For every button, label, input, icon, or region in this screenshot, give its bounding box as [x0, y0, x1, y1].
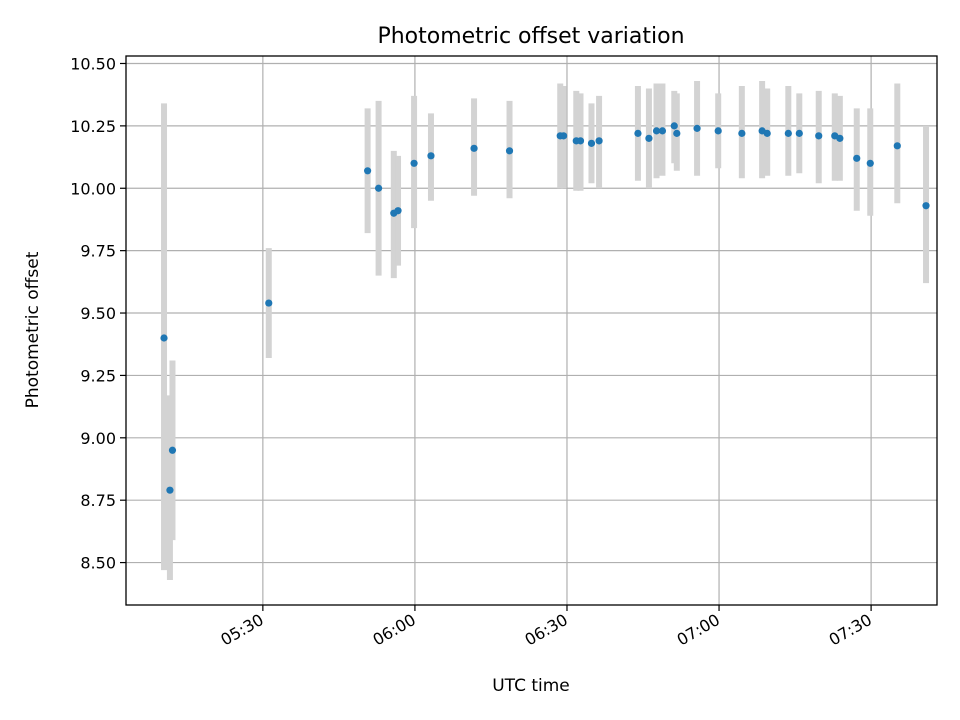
y-axis-label: Photometric offset — [23, 251, 43, 408]
data-point — [265, 299, 273, 307]
y-tick-label: 9.50 — [80, 304, 116, 323]
x-axis-label: UTC time — [492, 676, 570, 696]
data-point — [673, 129, 681, 137]
x-tick-label: 05:30 — [217, 610, 266, 650]
data-point — [853, 154, 861, 162]
y-tick-label: 8.75 — [80, 491, 116, 510]
y-tick-label: 9.25 — [80, 366, 116, 385]
errorbar-layer — [161, 80, 930, 581]
data-point — [795, 129, 803, 137]
data-point — [738, 129, 746, 137]
data-point — [634, 129, 642, 137]
y-tick-label: 8.50 — [80, 554, 116, 573]
data-point — [160, 334, 168, 342]
x-tick-label: 06:30 — [522, 610, 571, 650]
data-point — [714, 127, 722, 135]
data-point — [374, 184, 383, 192]
y-tick-label: 10.00 — [70, 179, 116, 198]
y-tick-label: 10.50 — [70, 54, 116, 73]
point-layer — [160, 122, 930, 494]
grid-layer — [126, 56, 937, 605]
data-point — [470, 144, 478, 152]
y-tick-label: 10.25 — [70, 117, 116, 136]
data-point — [595, 137, 603, 145]
data-point — [166, 486, 174, 494]
data-point — [645, 134, 653, 142]
data-point — [587, 139, 596, 147]
data-point — [576, 137, 585, 145]
data-point — [427, 152, 435, 160]
plot-frame — [125, 55, 938, 606]
data-point — [505, 147, 514, 155]
data-point — [922, 202, 930, 210]
x-tick-label: 07:30 — [826, 610, 875, 650]
data-point — [815, 132, 823, 140]
data-point — [652, 127, 661, 135]
data-point — [670, 122, 678, 130]
data-point — [693, 124, 701, 132]
data-point — [410, 159, 418, 167]
data-point — [394, 207, 402, 215]
x-tick-label: 06:00 — [369, 610, 418, 650]
y-axis-ticks: 8.50 8.75 9.00 9.25 9.50 9.75 10.00 10.25 10.50 — [70, 54, 126, 573]
data-point — [866, 159, 874, 167]
data-point — [560, 132, 568, 140]
data-point — [168, 446, 177, 454]
x-axis-ticks: 05:30 06:00 06:30 07:00 07:30 — [217, 605, 875, 650]
data-point — [784, 129, 792, 137]
x-tick-label: 07:00 — [674, 610, 723, 650]
data-point — [763, 129, 771, 137]
data-point — [893, 142, 901, 150]
data-point — [364, 167, 372, 175]
data-point — [836, 134, 844, 142]
chart-title: Photometric offset variation — [377, 24, 684, 49]
y-tick-label: 9.75 — [80, 242, 116, 261]
data-point — [658, 127, 667, 135]
y-tick-label: 9.00 — [80, 429, 116, 448]
